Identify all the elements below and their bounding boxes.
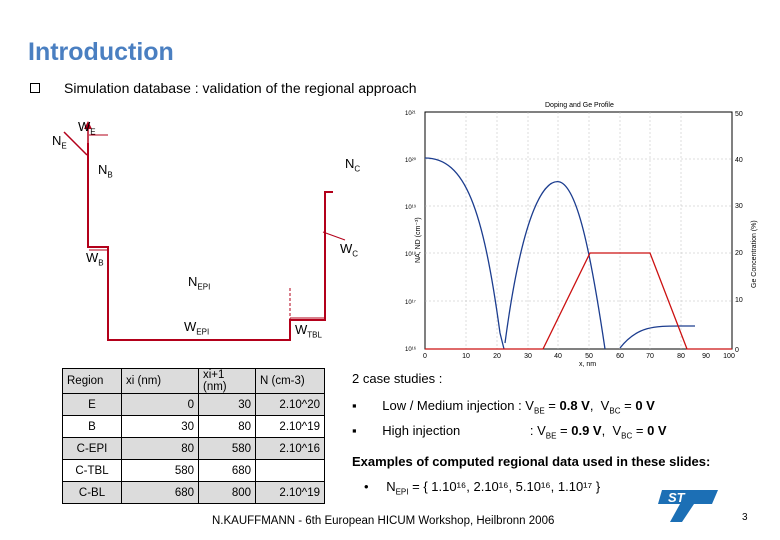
table-cell: 80 [121, 437, 199, 460]
nb-label: NB [98, 162, 113, 180]
table-cell: C-BL [62, 481, 122, 504]
y-right-tick: 50 [735, 111, 743, 118]
examples-title: Examples of computed regional data used … [352, 454, 711, 469]
table-cell: 80 [198, 415, 256, 438]
table-cell: 580 [198, 437, 256, 460]
table-cell: E [62, 393, 122, 416]
x-tick: 40 [554, 353, 562, 360]
header-region: Region [62, 368, 122, 394]
vbc-value: 0 V [647, 423, 667, 438]
y-left-tick: 10¹⁷ [405, 299, 416, 306]
case-label: High injection [382, 423, 461, 438]
table-row: E 0 30 2.10^20 [62, 393, 325, 416]
base-doping-curve [504, 181, 606, 350]
table-row: C-EPI 80 580 2.10^16 [62, 437, 325, 460]
case-studies-title: 2 case studies : [352, 371, 443, 386]
bullet-icon: • [364, 479, 369, 494]
x-tick: 60 [616, 353, 624, 360]
y-right-tick: 0 [735, 347, 739, 354]
profile-y-right-label: Ge Concentration (%) [751, 220, 758, 288]
profile-chart-title: Doping and Ge Profile [545, 102, 614, 109]
slide-subtitle: Simulation database : validation of the … [64, 80, 417, 96]
y-right-tick: 10 [735, 297, 743, 304]
y-left-tick: 10¹⁶ [405, 346, 417, 353]
table-cell: 800 [198, 481, 256, 504]
table-cell: 2.10^19 [255, 415, 325, 438]
emitter-doping-curve [424, 157, 505, 350]
header-xi1: xi+1 (nm) [198, 368, 256, 394]
bullet-icon: ▪ [352, 398, 357, 413]
table-row: C-TBL 580 680 [62, 459, 325, 482]
header-n: N (cm-3) [255, 368, 325, 394]
x-tick: 70 [646, 353, 654, 360]
table-cell [255, 459, 325, 482]
nc-label: NC [345, 156, 361, 174]
wb-label: WB [86, 250, 104, 268]
vbe-value: 0.9 V [571, 423, 602, 438]
page-title: Introduction [28, 38, 174, 66]
x-tick: 50 [585, 353, 593, 360]
wtbl-label: WTBL [295, 322, 322, 340]
profile-x-axis-label: x, nm [579, 361, 596, 368]
y-right-tick: 40 [735, 157, 743, 164]
table-row: B 30 80 2.10^19 [62, 415, 325, 438]
y-left-tick: 10²¹ [405, 111, 416, 117]
x-tick: 100 [723, 353, 735, 360]
bullet-icon: ▪ [352, 423, 357, 438]
ne-label: NE [52, 133, 67, 151]
y-right-tick: 30 [735, 203, 743, 210]
header-xi: xi (nm) [121, 368, 199, 394]
st-logo-icon: ST [658, 490, 718, 522]
profile-chart: Doping and Ge Profile 10²¹ 10²⁰ 10¹⁹ 10¹… [405, 102, 758, 368]
table-cell: 680 [121, 481, 199, 504]
table-cell: C-EPI [62, 437, 122, 460]
x-tick: 0 [423, 353, 427, 360]
table-cell: 680 [198, 459, 256, 482]
table-cell: 0 [121, 393, 199, 416]
ge-profile-curve [425, 252, 732, 350]
table-cell: 30 [121, 415, 199, 438]
y-left-tick: 10²⁰ [405, 157, 417, 164]
collector-doping-curve [619, 325, 695, 349]
wepi-label: WEPI [184, 319, 210, 337]
y-left-tick: 10¹⁸ [405, 251, 417, 258]
case-label: Low / Medium injection [382, 398, 515, 413]
profile-y-left-label: NA, ND (cm⁻³) [415, 217, 422, 263]
footer-citation: N.KAUFFMANN - 6th European HICUM Worksho… [212, 515, 555, 527]
regional-data-table: Region xi (nm) xi+1 (nm) N (cm-3) E 0 30… [62, 368, 325, 504]
table-cell: 580 [121, 459, 199, 482]
wc-label: WC [340, 241, 359, 259]
table-row: C-BL 680 800 2.10^19 [62, 481, 325, 504]
table-cell: 2.10^19 [255, 481, 325, 504]
nepi-values-line: • NEPI = { 1.10¹⁶, 2.10¹⁶, 5.10¹⁶, 1.10¹… [364, 479, 601, 497]
table-cell: 2.10^16 [255, 437, 325, 460]
x-tick: 90 [702, 353, 710, 360]
we-label: WE [78, 119, 96, 137]
case-item-high-injection: ▪ High injection : VBE = 0.9 V, VBC = 0 … [352, 423, 667, 441]
x-tick: 20 [493, 353, 501, 360]
nepi-values: = { 1.10¹⁶, 2.10¹⁶, 5.10¹⁶, 1.10¹⁷ } [412, 479, 601, 494]
table-cell: 30 [198, 393, 256, 416]
y-right-tick: 20 [735, 250, 743, 257]
svg-text:ST: ST [668, 490, 686, 505]
x-tick: 30 [524, 353, 532, 360]
table-cell: B [62, 415, 122, 438]
x-tick: 10 [462, 353, 470, 360]
arrow-head-icon [84, 121, 92, 129]
doping-step-profile [87, 143, 333, 341]
nepi-label: NEPI [188, 274, 211, 292]
x-tick: 80 [677, 353, 685, 360]
case-item-low-injection: ▪ Low / Medium injection : VBE = 0.8 V, … [352, 398, 655, 416]
vbe-value: 0.8 V [559, 398, 590, 413]
page-number: 3 [742, 512, 748, 523]
checkbox-bullet-icon [30, 83, 40, 93]
table-cell: 2.10^20 [255, 393, 325, 416]
table-header-row: Region xi (nm) xi+1 (nm) N (cm-3) [62, 368, 325, 394]
vbc-value: 0 V [635, 398, 655, 413]
y-left-tick: 10¹⁹ [405, 204, 417, 211]
table-cell: C-TBL [62, 459, 122, 482]
